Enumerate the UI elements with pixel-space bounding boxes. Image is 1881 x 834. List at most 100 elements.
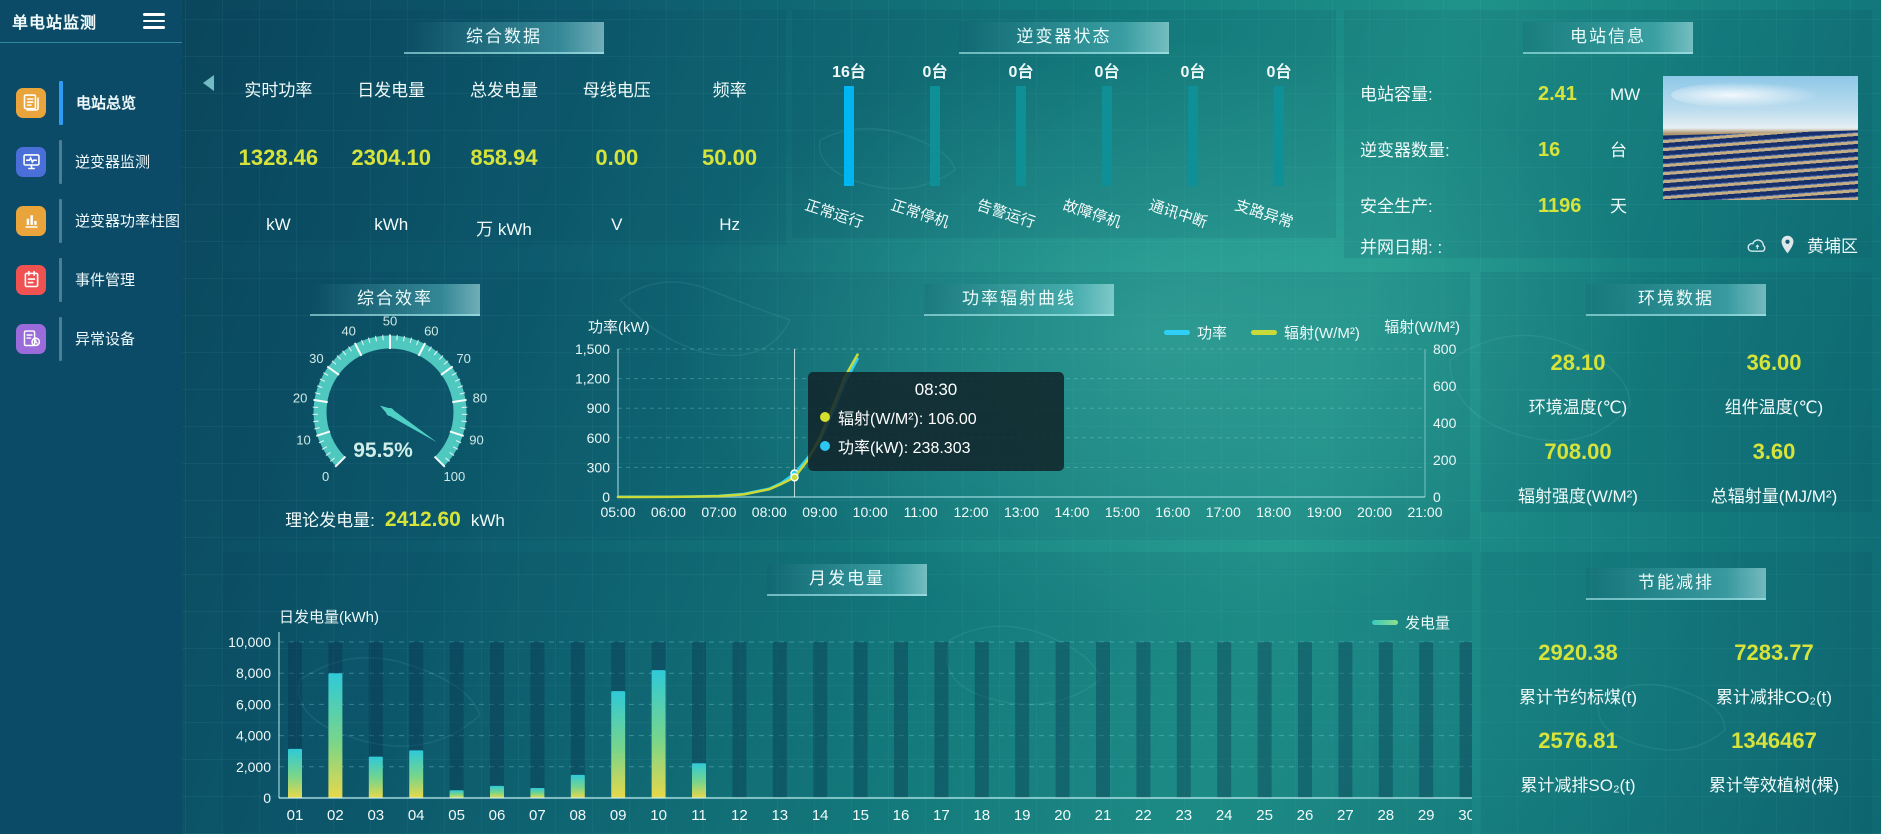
kpi-row: 28.10 环境温度(℃) 36.00 组件温度(℃)	[1480, 350, 1872, 418]
panel-title-tab: 综合数据	[404, 22, 604, 54]
svg-text:14: 14	[812, 807, 829, 824]
cloud-icon	[1747, 238, 1766, 252]
sidebar-item[interactable]: 逆变器功率柱图	[0, 191, 182, 250]
svg-text:70: 70	[456, 351, 470, 366]
svg-text:日发电量(kWh): 日发电量(kWh)	[279, 609, 379, 626]
summary-metric: 实时功率 1328.46 kW	[222, 62, 335, 240]
panel-efficiency: 综合效率 0 10 20 30 40 50 60 70 80 90 100 95.5% 理论发电量: …	[222, 272, 568, 540]
power-radiation-chart[interactable]: 0 300 600 900 1,200 1,500 0 200 400 600 800 05:00 06…	[568, 272, 1470, 540]
svg-text:30: 30	[1458, 807, 1472, 824]
svg-text:1,200: 1,200	[575, 371, 610, 387]
collapse-sidebar-arrow[interactable]	[203, 75, 214, 91]
location-pin-icon[interactable]	[1780, 235, 1795, 254]
tooltip-row: 功率(kW): 238.303	[820, 434, 1052, 458]
legend-item[interactable]: 功率	[1164, 322, 1227, 343]
active-indicator	[59, 139, 62, 184]
svg-text:03: 03	[367, 807, 384, 824]
svg-text:20: 20	[293, 390, 307, 405]
tooltip-series-text: 功率(kW): 238.303	[838, 440, 971, 457]
svg-text:10,000: 10,000	[228, 634, 271, 650]
metric-unit: V	[611, 215, 623, 234]
panel-title: 综合数据	[466, 27, 542, 46]
kpi-label: 总辐射量(MJ/M²)	[1710, 487, 1838, 506]
sidebar-item-label: 异常设备	[75, 331, 136, 348]
sidebar-item[interactable]: 逆变器监测	[0, 132, 182, 191]
panel-title-tab: 电站信息	[1523, 22, 1693, 54]
svg-text:600: 600	[1433, 378, 1457, 394]
inverter-count: 0台	[922, 64, 948, 81]
svg-text:900: 900	[587, 400, 611, 416]
svg-text:0: 0	[1433, 489, 1441, 505]
inverter-status-label: 告警运行	[974, 196, 1038, 232]
abnormal-device-icon	[16, 323, 46, 354]
menu-toggle-icon[interactable]	[140, 10, 168, 32]
panel-environment: 环境数据 28.10 环境温度(℃) 36.00 组件温度(℃) 708.00 辐射强度(…	[1480, 272, 1872, 512]
svg-text:23: 23	[1175, 807, 1192, 824]
active-indicator	[59, 257, 62, 302]
svg-text:21: 21	[1095, 807, 1112, 824]
kpi-metric: 708.00 辐射强度(W/M²)	[1480, 439, 1676, 507]
svg-text:辐射(W/M²): 辐射(W/M²)	[1384, 319, 1460, 336]
info-value: 16	[1538, 139, 1561, 161]
svg-text:0: 0	[602, 489, 610, 505]
station-location[interactable]: 黄埔区	[1807, 237, 1858, 256]
svg-text:30: 30	[309, 351, 323, 366]
info-label: 安全生产:	[1360, 197, 1433, 216]
sidebar-item[interactable]: 异常设备	[0, 309, 182, 368]
svg-text:80: 80	[473, 390, 487, 405]
legend-item[interactable]: 发电量	[1372, 612, 1450, 633]
kpi-value: 2920.38	[1538, 640, 1618, 665]
svg-text:13: 13	[771, 807, 788, 824]
legend-item[interactable]: 辐射(W/M²)	[1251, 322, 1360, 343]
station-info-footer: 黄埔区	[1746, 232, 1858, 257]
inverter-bar	[1188, 86, 1198, 186]
svg-text:90: 90	[469, 433, 483, 448]
info-unit: MW	[1610, 85, 1641, 104]
svg-text:16:00: 16:00	[1155, 504, 1190, 520]
metric-unit: Hz	[719, 215, 740, 234]
tooltip-series-dot	[820, 441, 830, 451]
svg-text:17: 17	[933, 807, 950, 824]
active-indicator	[59, 80, 63, 125]
inverter-status-item: 16台 正常运行	[803, 58, 892, 232]
efficiency-gauge-chart[interactable]: 0 10 20 30 40 50 60 70 80 90 100 95.5%	[288, 306, 492, 510]
svg-text:200: 200	[1433, 452, 1457, 468]
kpi-label: 累计减排CO₂(t)	[1715, 688, 1833, 707]
panel-summary: 综合数据 实时功率 1328.46 kW 日发电量 2304.10 kWh 总发电量 858.…	[222, 10, 786, 245]
panel-title: 功率辐射曲线	[962, 289, 1076, 308]
info-label: 电站容量:	[1360, 85, 1433, 104]
kpi-metric: 7283.77 累计减排CO₂(t)	[1676, 640, 1872, 708]
station-info-row: 安全生产: 1196 天	[1360, 192, 1627, 218]
monthly-generation-chart[interactable]: 0 2,000 4,000 6,000 8,000 10,000 日发电量(kWh) 01 02…	[222, 552, 1472, 834]
svg-text:08:00: 08:00	[752, 504, 787, 520]
inverter-bar	[1102, 86, 1112, 186]
kpi-label: 累计减排SO₂(t)	[1520, 776, 1636, 795]
svg-text:40: 40	[341, 323, 355, 338]
svg-text:800: 800	[1433, 341, 1457, 357]
kpi-label: 组件温度(℃)	[1724, 398, 1824, 417]
legend-label: 发电量	[1405, 615, 1451, 632]
inverter-status-chart[interactable]: 16台 正常运行 0台 正常停机 0台 告警运行 0台 故障停机 0台 通讯中断 0台 支路异常	[792, 58, 1336, 232]
svg-text:60: 60	[424, 323, 438, 338]
svg-text:27: 27	[1337, 807, 1354, 824]
metric-value: 1328.46	[238, 145, 319, 170]
svg-text:0: 0	[263, 790, 271, 806]
panel-title: 逆变器状态	[1016, 27, 1112, 46]
inverter-bar	[930, 86, 940, 186]
svg-text:08: 08	[569, 807, 586, 824]
station-overview-icon	[16, 87, 46, 118]
kpi-value: 3.60	[1752, 439, 1796, 464]
legend-label: 辐射(W/M²)	[1284, 325, 1360, 342]
svg-text:50: 50	[383, 314, 397, 329]
info-unit: 台	[1610, 141, 1627, 160]
sidebar-header: 单电站监测	[0, 0, 182, 43]
panel-title-tab: 综合效率	[310, 284, 480, 316]
svg-text:10:00: 10:00	[853, 504, 888, 520]
svg-text:400: 400	[1433, 415, 1457, 431]
sidebar-item[interactable]: 电站总览	[0, 73, 182, 132]
inverter-status-label: 支路异常	[1232, 196, 1296, 232]
sidebar-item[interactable]: 事件管理	[0, 250, 182, 309]
panel-savings: 节能减排 2920.38 累计节约标煤(t) 7283.77 累计减排CO₂(t) 25…	[1480, 552, 1872, 834]
